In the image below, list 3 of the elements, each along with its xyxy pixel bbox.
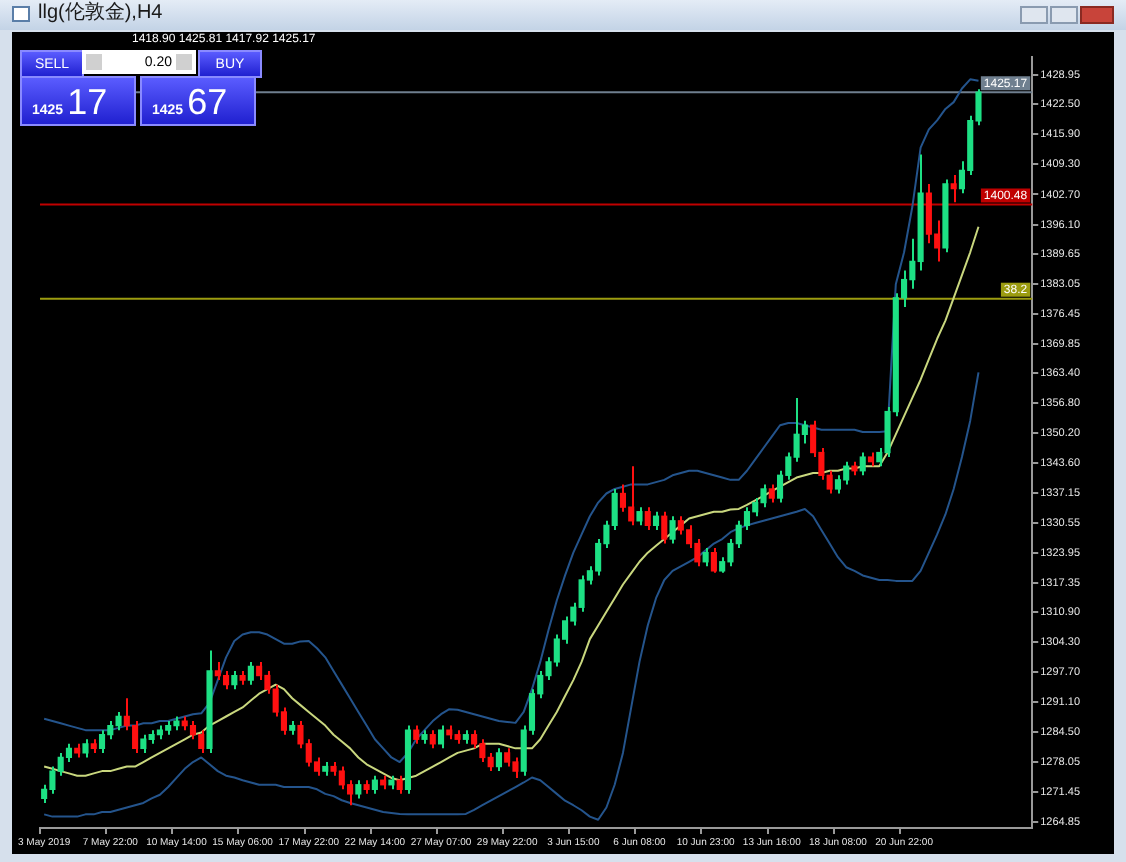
annotation: 67 [187, 82, 228, 124]
annotation: 17 [67, 82, 108, 124]
chart-title: llg(伦敦金),H4 [38, 2, 163, 26]
